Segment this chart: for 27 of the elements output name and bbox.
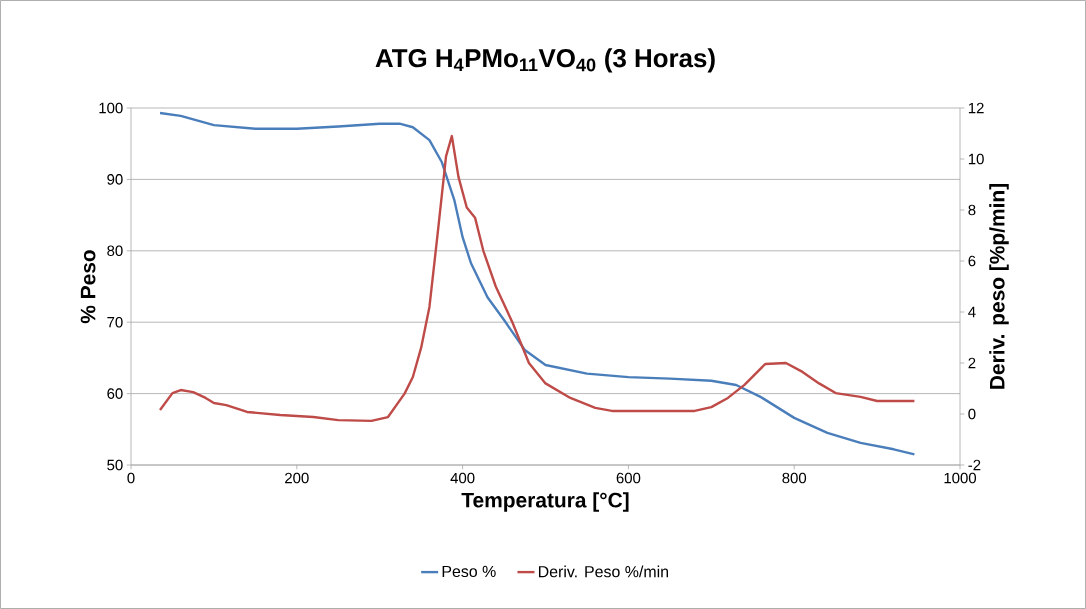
y2-tick-label: 6 (968, 255, 976, 267)
y-tick-label: 50 (107, 459, 123, 471)
y-axis-title: % Peso (80, 250, 96, 324)
y-tick-label: 60 (107, 388, 123, 399)
y2-tick-label: 2 (968, 357, 976, 369)
legend-label: Deriv. Peso %/min (538, 565, 669, 578)
y2-tick-label: 0 (968, 408, 976, 420)
y2-tick-label: 4 (968, 306, 976, 318)
y2-tick-label: 10 (968, 153, 984, 165)
x-tick-label: 200 (285, 472, 309, 484)
y2-tick-label: 8 (968, 204, 976, 216)
y-tick-label: 90 (107, 174, 123, 185)
x-tick-label: 0 (127, 472, 135, 484)
x-tick-label: 400 (450, 472, 475, 484)
y2-tick-label: 12 (968, 102, 984, 114)
x-tick-label: 800 (782, 472, 807, 484)
y2-axis-title: Deriv. peso [%p/min] (989, 184, 1009, 389)
y-tick-label: 70 (107, 316, 123, 328)
y-tick-label: 80 (107, 245, 123, 257)
x-tick-label: 600 (616, 472, 641, 484)
chart-title: ATG H$_{4}$PMo$_{11}$VO$_{40}$ (3 Horas) (375, 48, 715, 73)
y-tick-label: 100 (99, 102, 123, 114)
x-tick-label: 1000 (944, 472, 977, 484)
line-series (158, 111, 916, 456)
y2-tick-label: -2 (968, 459, 981, 471)
legend-label: Peso % (442, 565, 496, 578)
x-axis-title: Temperatura [°C] (461, 492, 629, 512)
